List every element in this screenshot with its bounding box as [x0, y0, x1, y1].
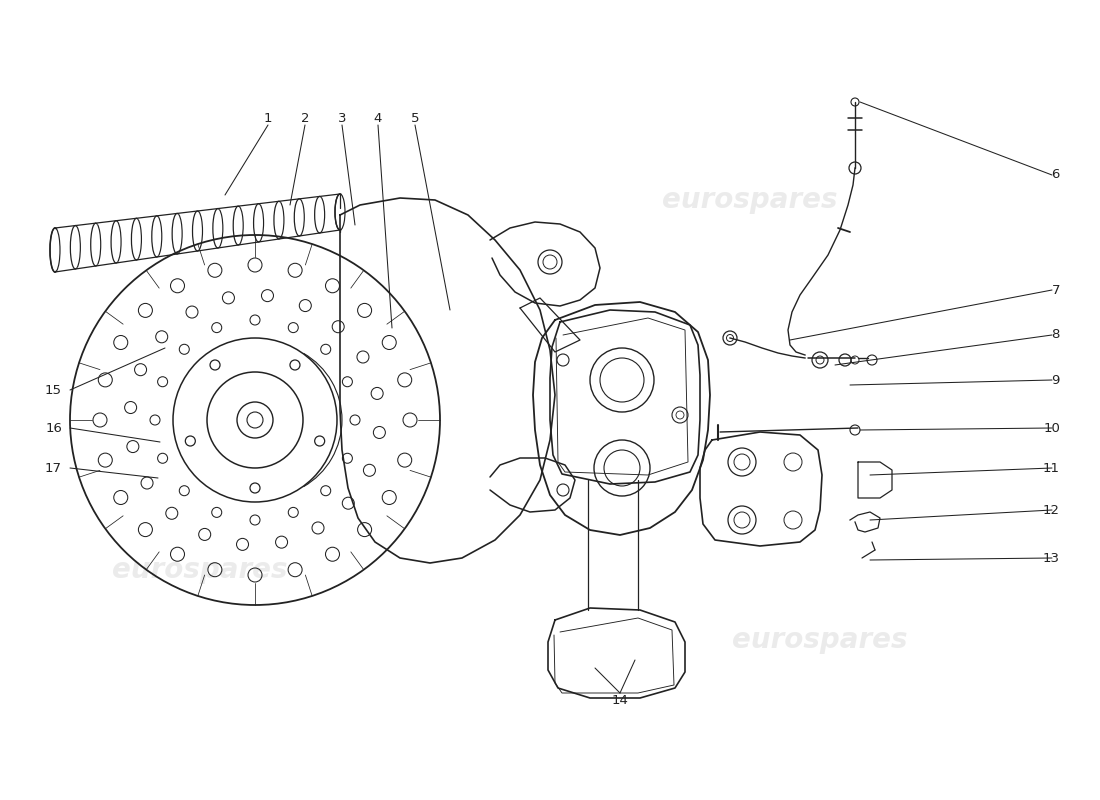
- Text: 17: 17: [45, 462, 62, 474]
- Text: 10: 10: [1043, 422, 1060, 434]
- Text: 3: 3: [338, 111, 346, 125]
- Text: 5: 5: [410, 111, 419, 125]
- Text: 7: 7: [1052, 283, 1060, 297]
- Text: 4: 4: [374, 111, 382, 125]
- Text: 8: 8: [1052, 329, 1060, 342]
- Text: 16: 16: [45, 422, 62, 434]
- Text: 11: 11: [1043, 462, 1060, 474]
- Text: 12: 12: [1043, 503, 1060, 517]
- Text: 13: 13: [1043, 551, 1060, 565]
- Text: 15: 15: [45, 383, 62, 397]
- Text: 9: 9: [1052, 374, 1060, 386]
- Text: eurospares: eurospares: [112, 556, 288, 584]
- Text: 1: 1: [264, 111, 273, 125]
- Text: eurospares: eurospares: [662, 186, 838, 214]
- Text: eurospares: eurospares: [733, 626, 908, 654]
- Text: 6: 6: [1052, 169, 1060, 182]
- Text: 14: 14: [612, 694, 628, 706]
- Text: 2: 2: [300, 111, 309, 125]
